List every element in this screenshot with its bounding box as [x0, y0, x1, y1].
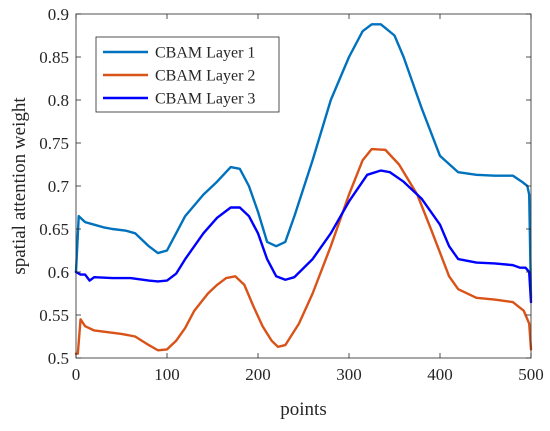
y-tick-label: 0.8 [48, 91, 69, 110]
x-axis-label: points [280, 399, 326, 420]
y-tick-label: 0.5 [48, 349, 69, 368]
legend-label-2: CBAM Layer 2 [155, 68, 255, 85]
y-axis-label: spatial attention weight [9, 97, 30, 275]
legend: CBAM Layer 1 CBAM Layer 2 CBAM Layer 3 [95, 36, 280, 113]
series-line-2 [74, 147, 533, 355]
x-tick-label: 0 [72, 365, 81, 384]
series-line-1 [74, 23, 533, 299]
y-tick-label: 0.75 [39, 134, 69, 153]
legend-label-1: CBAM Layer 1 [155, 45, 255, 62]
y-tick-label: 0.9 [48, 5, 69, 24]
x-tick-label: 500 [518, 365, 544, 384]
series-line-3 [74, 169, 533, 304]
x-tick-label: 300 [336, 365, 362, 384]
x-tick-label: 400 [427, 365, 453, 384]
legend-label-3: CBAM Layer 3 [155, 91, 255, 108]
x-tick-label: 200 [245, 365, 271, 384]
y-tick-label: 0.85 [39, 48, 69, 67]
x-tick-label: 100 [154, 365, 180, 384]
y-tick-label: 0.7 [48, 177, 70, 196]
series-layer [74, 23, 533, 355]
y-tick-label: 0.6 [48, 263, 69, 282]
y-tick-label: 0.65 [39, 220, 69, 239]
y-tick-label: 0.55 [39, 306, 69, 325]
ticks-layer: 0 100 200 300 400 500 0.5 0.55 0.6 0.65 0.7 0.75 0.8… [39, 5, 544, 384]
